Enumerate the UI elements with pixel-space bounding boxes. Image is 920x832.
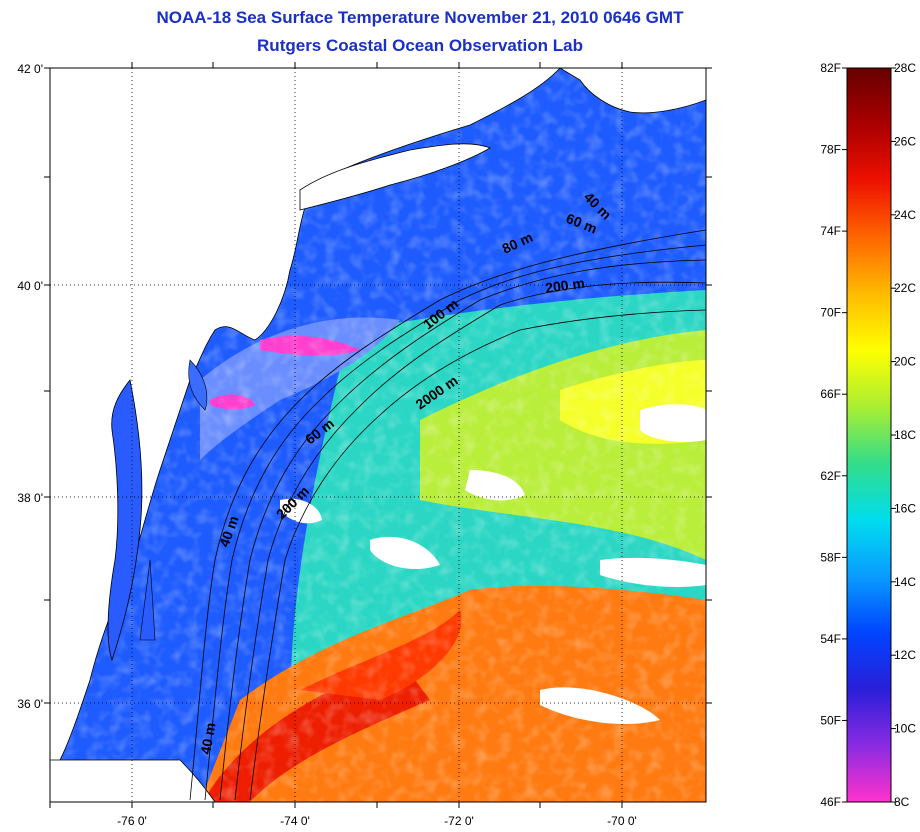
map-subtitle: Rutgers Coastal Ocean Observation Lab bbox=[257, 36, 583, 55]
colorbar-f-label: 50F bbox=[820, 713, 841, 727]
lat-label: 40 0' bbox=[17, 279, 43, 293]
colorbar-c-label: 20C bbox=[894, 355, 916, 369]
map-frame bbox=[49, 67, 707, 803]
lat-label: 42 0' bbox=[17, 62, 43, 76]
colorbar-f-label: 70F bbox=[820, 306, 841, 320]
colorbar-f-label: 58F bbox=[820, 550, 841, 564]
colorbar-c-label: 22C bbox=[894, 281, 916, 295]
lon-label: -72 0' bbox=[444, 814, 474, 828]
lon-label: -70 0' bbox=[607, 814, 637, 828]
colorbar-c-label: 18C bbox=[894, 428, 916, 442]
colorbar-c-label: 10C bbox=[894, 722, 916, 736]
colorbar-f-label: 78F bbox=[820, 143, 841, 157]
colorbar-c-label: 28C bbox=[894, 61, 916, 75]
colorbar-c-label: 14C bbox=[894, 575, 916, 589]
lat-label: 38 0' bbox=[17, 491, 43, 505]
colorbar-c-label: 16C bbox=[894, 501, 916, 515]
lon-label: -74 0' bbox=[280, 814, 310, 828]
map-title: NOAA-18 Sea Surface Temperature November… bbox=[156, 8, 684, 27]
depth-label: 200 m bbox=[544, 275, 586, 296]
lat-label: 36 0' bbox=[17, 697, 43, 711]
colorbar-f-label: 74F bbox=[820, 224, 841, 238]
colorbar-f-label: 82F bbox=[820, 61, 841, 75]
colorbar-f-label: 46F bbox=[820, 795, 841, 809]
colorbar-f-label: 62F bbox=[820, 469, 841, 483]
colorbar-c-label: 26C bbox=[894, 134, 916, 148]
colorbar-c-label: 12C bbox=[894, 648, 916, 662]
depth-label: 40 m bbox=[197, 721, 218, 755]
lon-label: -76 0' bbox=[117, 814, 147, 828]
colorbar bbox=[846, 67, 892, 803]
colorbar-ticks: 82F 78F 74F 70F 66F 62F 58F 54F 50F 46F 28C 26C 24C 2… bbox=[820, 61, 916, 809]
colorbar-f-label: 54F bbox=[820, 632, 841, 646]
colorbar-c-label: 8C bbox=[894, 795, 910, 809]
colorbar-c-label: 24C bbox=[894, 208, 916, 222]
sst-image: 40 m 60 m 80 m 200 m 100 m 2000 m 60 m 2… bbox=[50, 68, 706, 802]
colorbar-f-label: 66F bbox=[820, 387, 841, 401]
